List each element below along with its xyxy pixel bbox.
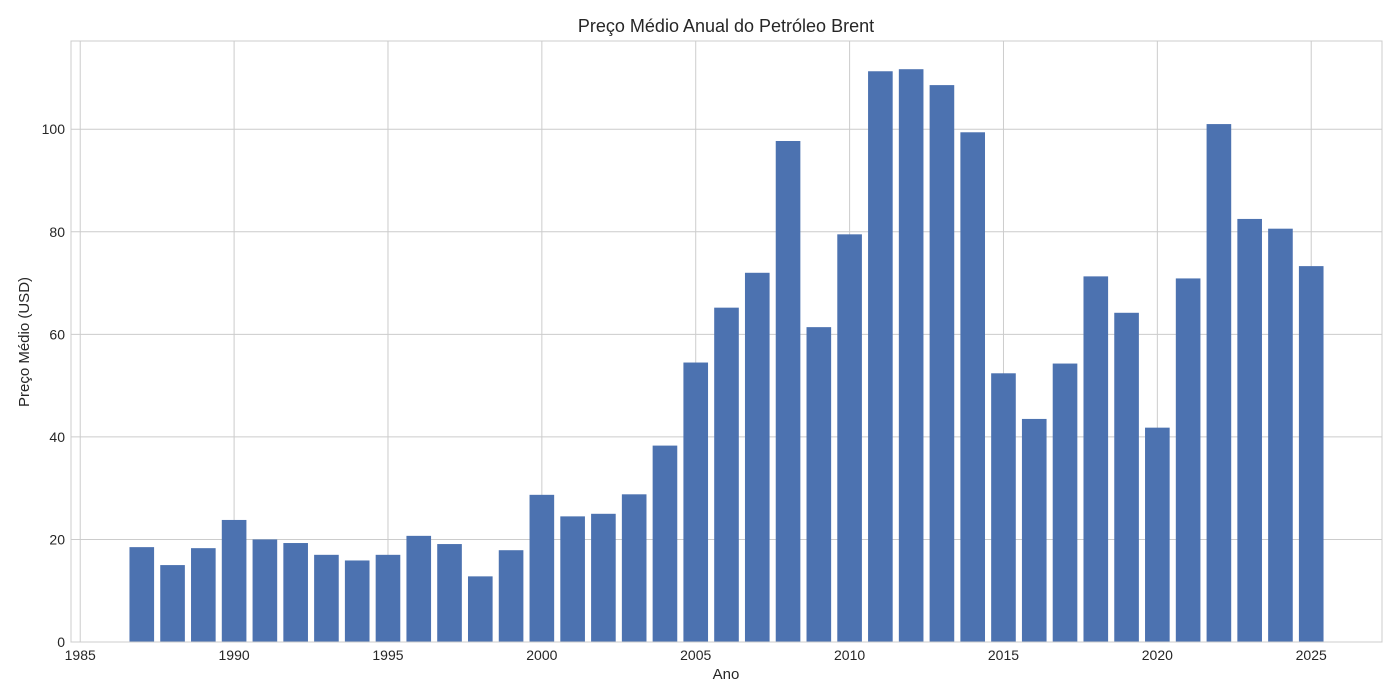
bar-1996: [406, 535, 432, 642]
bar-2021: [1175, 278, 1201, 642]
bar-2018: [1083, 276, 1109, 642]
y-tick-label: 20: [49, 531, 65, 547]
chart-title: Preço Médio Anual do Petróleo Brent: [578, 16, 874, 36]
bar-2000: [529, 494, 555, 642]
bar-1998: [467, 576, 493, 642]
y-tick-label: 100: [42, 121, 66, 137]
bar-2010: [837, 234, 862, 643]
bar-2005: [683, 362, 709, 642]
bar-1994: [344, 560, 370, 642]
bar-2011: [868, 71, 893, 642]
bar-1999: [498, 550, 524, 642]
bar-1992: [283, 543, 308, 642]
x-tick-label: 1995: [372, 647, 403, 663]
x-tick-label: 2015: [988, 647, 1019, 663]
x-axis-label: Ano: [713, 666, 740, 683]
plot-frame: [70, 40, 1383, 643]
bar-2008: [775, 140, 801, 642]
x-tick-label: 2010: [834, 647, 865, 663]
bar-2020: [1145, 427, 1170, 642]
bar-1988: [160, 565, 185, 642]
bar-2025: [1298, 266, 1324, 642]
bar-2019: [1114, 312, 1139, 642]
y-tick-label: 60: [49, 326, 65, 342]
x-tick-label: 2020: [1142, 647, 1173, 663]
x-tick-label: 1985: [65, 647, 96, 663]
x-tick-label: 1990: [219, 647, 250, 663]
y-tick-labels: 0 20 40 60 80 100: [42, 121, 66, 650]
bar-2003: [621, 494, 647, 642]
bar-1997: [437, 544, 462, 642]
bar-2023: [1237, 218, 1262, 642]
x-tick-label: 2000: [526, 647, 557, 663]
x-tick-label: 2025: [1296, 647, 1327, 663]
bar-2006: [714, 307, 739, 642]
bar-1990: [221, 519, 247, 642]
bar-2014: [960, 132, 986, 643]
bar-2001: [560, 516, 585, 642]
bar-1993: [314, 554, 339, 642]
bar-2017: [1052, 363, 1078, 642]
bars: [129, 69, 1324, 643]
bar-2012: [898, 69, 924, 643]
bar-1995: [375, 554, 401, 642]
bar-1991: [252, 539, 278, 642]
bar-2024: [1268, 228, 1293, 642]
bar-2002: [591, 513, 616, 642]
bar-2007: [744, 272, 770, 642]
x-tick-label: 2005: [680, 647, 711, 663]
x-tick-labels: 1985 1990 1995 2000 2005 2010 2015 2020 2025: [65, 647, 1327, 663]
bar-2022: [1206, 124, 1232, 643]
bar-2013: [929, 85, 955, 642]
y-tick-label: 80: [49, 224, 65, 240]
y-axis-label: Preço Médio (USD): [16, 277, 33, 407]
y-tick-label: 40: [49, 429, 65, 445]
bar-2015: [991, 373, 1016, 642]
bar-1989: [191, 548, 216, 642]
y-tick-label: 0: [57, 634, 65, 650]
bar-2004: [652, 445, 678, 642]
bar-2009: [806, 327, 832, 642]
bar-2016: [1021, 418, 1047, 642]
bar-1987: [129, 547, 155, 642]
